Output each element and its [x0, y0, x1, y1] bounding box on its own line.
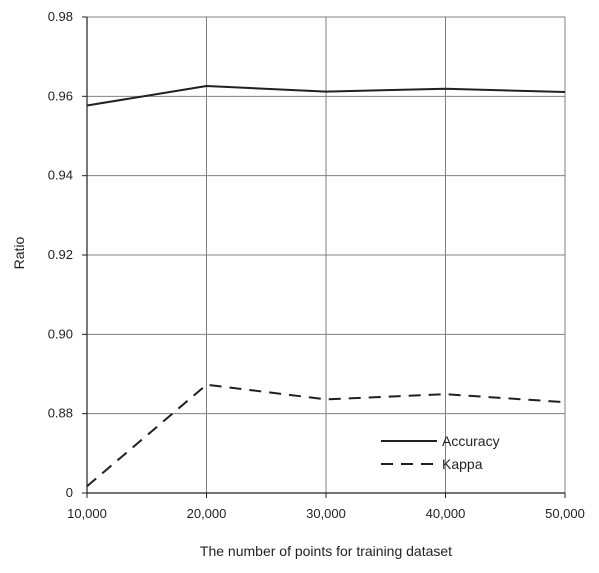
legend-label-accuracy: Accuracy — [442, 433, 500, 449]
y-tick-label: 0.90 — [48, 326, 73, 341]
axes — [82, 16, 566, 498]
x-tick-labels: 10,000 20,000 30,000 40,000 50,000 — [67, 506, 585, 521]
x-tick-label: 40,000 — [426, 506, 466, 521]
series-line-kappa — [86, 383, 566, 488]
x-tick-label: 10,000 — [67, 506, 107, 521]
y-tick-label: 0.98 — [48, 9, 73, 24]
y-tick-labels: 0 0.88 0.90 0.92 0.94 0.96 0.98 — [48, 9, 73, 500]
series-line-accuracy — [86, 85, 566, 107]
y-tick-label: 0.92 — [48, 247, 73, 262]
x-tick-label: 20,000 — [187, 506, 227, 521]
x-tick-label: 50,000 — [545, 506, 585, 521]
y-axis-label: Ratio — [11, 236, 27, 269]
legend: Accuracy Kappa — [381, 433, 500, 472]
y-tick-label: 0.88 — [48, 406, 73, 421]
x-axis-label: The number of points for training datase… — [200, 543, 452, 559]
legend-label-kappa: Kappa — [442, 456, 483, 472]
grid-lines — [87, 16, 566, 493]
series-lines — [86, 85, 566, 488]
y-tick-label: 0 — [66, 485, 73, 500]
y-tick-label: 0.96 — [48, 88, 73, 103]
y-tick-label: 0.94 — [48, 168, 73, 183]
x-tick-label: 30,000 — [306, 506, 346, 521]
